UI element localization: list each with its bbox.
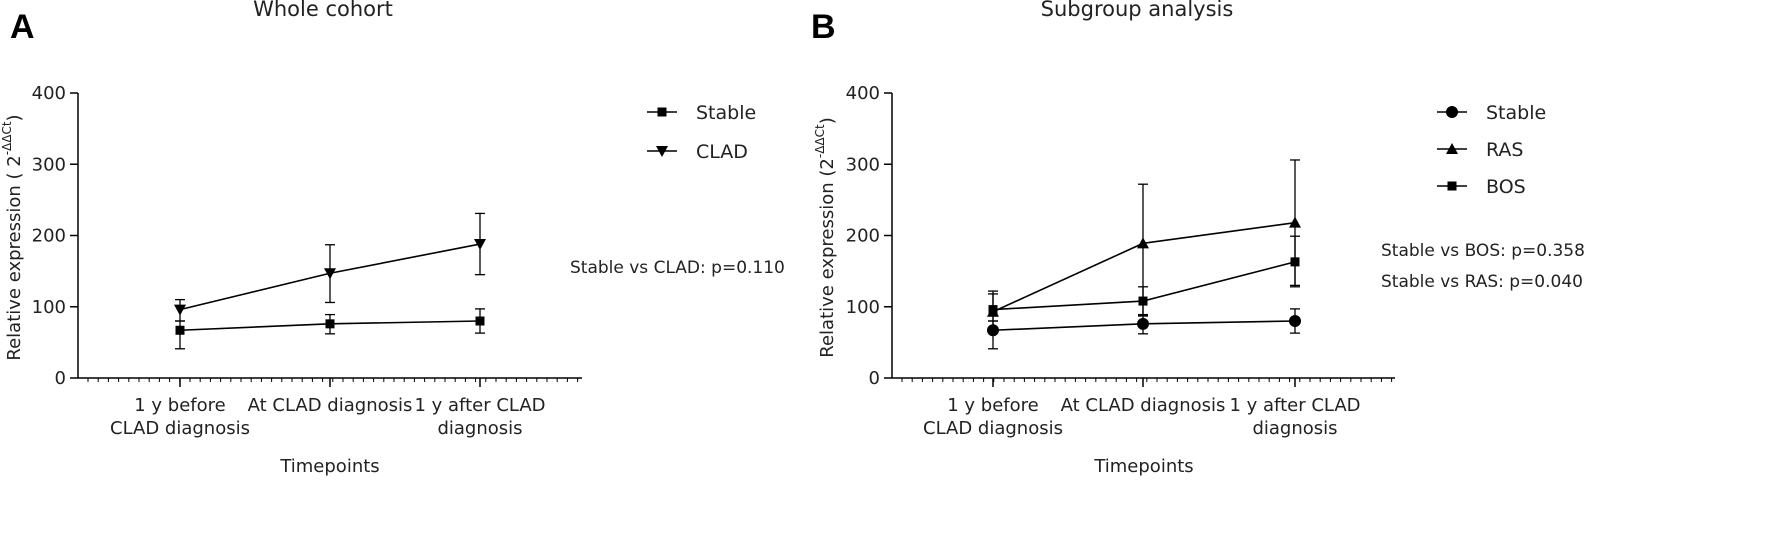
x-tick-label: At CLAD diagnosis bbox=[1061, 395, 1226, 416]
panel-b: B Subgroup analysis 0 100 200 300 400 Relative … bbox=[811, 0, 1585, 477]
y-tick-label: 200 bbox=[846, 226, 880, 247]
legend-label: Stable bbox=[1486, 102, 1546, 124]
data-point-stable bbox=[325, 319, 335, 329]
y-tick-label: 100 bbox=[846, 297, 880, 318]
data-point-stable bbox=[175, 325, 185, 335]
x-tick-label: 1 y after CLAD bbox=[1229, 395, 1360, 416]
y-axis-label-superscript: -ΔΔCt bbox=[813, 124, 827, 158]
legend-label: CLAD bbox=[696, 141, 748, 163]
chart-title: Subgroup analysis bbox=[1041, 0, 1234, 21]
data-point-bos bbox=[988, 305, 998, 315]
x-tick-label: 1 y after CLAD bbox=[414, 395, 545, 416]
legend-marker bbox=[1446, 106, 1458, 118]
y-axis-label-close: ) bbox=[817, 117, 838, 124]
y-tick-label: 400 bbox=[846, 83, 880, 104]
data-point-stable bbox=[475, 316, 485, 326]
panel-letter: A bbox=[10, 8, 35, 46]
y-tick-label: 300 bbox=[32, 154, 66, 175]
legend-label: RAS bbox=[1486, 139, 1524, 161]
y-tick-label: 200 bbox=[32, 226, 66, 247]
y-axis-label-close: ) bbox=[4, 114, 25, 121]
x-axis-label: Timepoints bbox=[1093, 456, 1193, 477]
y-axis-label-main: Relative expression ( 2 bbox=[4, 155, 25, 360]
y-axis-label-main: Relative expression (2 bbox=[817, 158, 838, 358]
data-point-stable bbox=[987, 324, 999, 337]
y-tick-label: 0 bbox=[55, 368, 66, 389]
p-value-annotation: Stable vs BOS: p=0.358 bbox=[1381, 241, 1585, 261]
data-point-clad bbox=[324, 268, 336, 280]
panel-letter: B bbox=[811, 8, 836, 46]
chart-title: Whole cohort bbox=[253, 0, 393, 21]
data-point-ras bbox=[1289, 216, 1301, 228]
legend-marker bbox=[1446, 143, 1458, 154]
x-tick-label: 1 y before bbox=[947, 395, 1038, 416]
y-tick-label: 300 bbox=[846, 154, 880, 175]
x-axis-label: Timepoints bbox=[279, 456, 379, 477]
legend-marker bbox=[657, 107, 667, 117]
data-point-bos bbox=[1290, 257, 1300, 267]
data-point-stable bbox=[1137, 317, 1149, 330]
y-tick-label: 100 bbox=[32, 297, 66, 318]
p-value-annotation: Stable vs CLAD: p=0.110 bbox=[570, 258, 785, 278]
data-point-clad bbox=[174, 304, 186, 316]
legend-marker bbox=[656, 146, 668, 157]
y-tick-label: 400 bbox=[32, 83, 66, 104]
data-point-stable bbox=[1289, 315, 1301, 327]
x-tick-label: diagnosis bbox=[437, 418, 522, 439]
p-value-annotation: Stable vs RAS: p=0.040 bbox=[1381, 272, 1583, 292]
y-tick-label: 0 bbox=[869, 368, 880, 389]
panel-a: A Whole cohort 0 100 200 300 400 Relative expre… bbox=[0, 0, 785, 477]
y-axis-label: Relative expression ( 2-ΔΔCt) bbox=[0, 114, 25, 360]
data-point-bos bbox=[1138, 296, 1148, 306]
x-tick-label: 1 y before bbox=[134, 395, 225, 416]
x-tick-label: diagnosis bbox=[1252, 418, 1337, 439]
x-tick-label: CLAD diagnosis bbox=[110, 418, 250, 439]
legend-label: Stable bbox=[696, 102, 756, 124]
x-tick-label: At CLAD diagnosis bbox=[248, 395, 413, 416]
data-point-clad bbox=[474, 239, 486, 251]
legend-label: BOS bbox=[1486, 176, 1526, 198]
data-point-ras bbox=[1137, 237, 1149, 249]
legend-marker bbox=[1447, 181, 1457, 191]
x-tick-label: CLAD diagnosis bbox=[923, 418, 1063, 439]
y-axis-label: Relative expression (2-ΔΔCt) bbox=[813, 117, 838, 357]
y-axis-label-superscript: -ΔΔCt bbox=[0, 121, 14, 155]
